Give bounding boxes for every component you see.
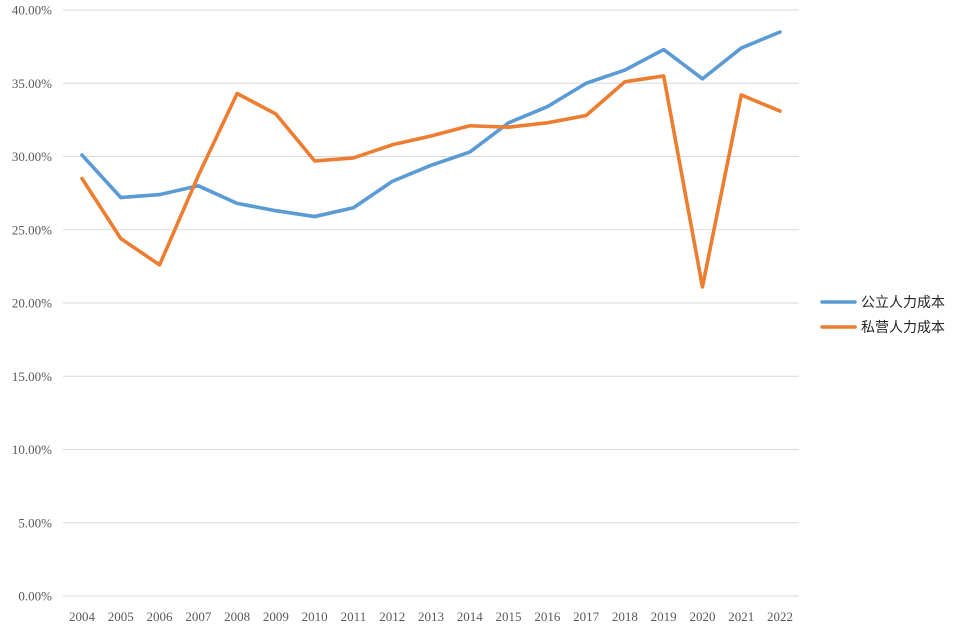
x-tick-label: 2018	[612, 609, 638, 624]
y-tick-label: 40.00%	[12, 3, 52, 18]
data-point-s1-2010	[313, 159, 317, 163]
data-point-s0-2005	[119, 196, 123, 200]
data-point-s1-2019	[662, 74, 666, 78]
data-point-s1-2004	[80, 176, 84, 180]
data-point-s0-2009	[274, 209, 278, 213]
x-tick-label: 2009	[263, 609, 289, 624]
data-point-s1-2008	[235, 92, 239, 96]
data-point-s0-2012	[390, 179, 394, 183]
data-point-s1-2016	[545, 121, 549, 125]
data-point-s1-2011	[351, 156, 355, 160]
plot-area	[80, 30, 782, 289]
data-point-s1-2005	[119, 237, 123, 241]
data-point-s1-2015	[507, 125, 511, 129]
x-tick-label: 2021	[728, 609, 754, 624]
x-tick-label: 2012	[379, 609, 405, 624]
y-tick-label: 30.00%	[12, 149, 52, 164]
data-point-s0-2014	[468, 150, 472, 154]
data-point-s1-2013	[429, 134, 433, 138]
y-tick-label: 10.00%	[12, 442, 52, 457]
y-tick-label: 15.00%	[12, 369, 52, 384]
data-point-s1-2007	[196, 174, 200, 178]
y-tick-label: 5.00%	[18, 515, 52, 530]
x-tick-label: 2007	[185, 609, 212, 624]
data-point-s0-2017	[584, 81, 588, 85]
data-point-s0-2004	[80, 153, 84, 157]
data-point-s1-2014	[468, 124, 472, 128]
data-point-s1-2012	[390, 143, 394, 147]
data-point-s0-2022	[778, 30, 782, 34]
data-point-s0-2016	[545, 105, 549, 109]
legend-label-1: 私营人力成本	[861, 320, 945, 336]
x-tick-label: 2022	[767, 609, 793, 624]
data-point-s0-2006	[158, 193, 162, 197]
grid	[63, 9, 799, 597]
data-point-s0-2015	[507, 121, 511, 125]
data-point-s1-2022	[778, 109, 782, 113]
x-tick-label: 2004	[69, 609, 96, 624]
data-point-s1-2009	[274, 112, 278, 116]
x-tick-label: 2006	[147, 609, 174, 624]
x-tick-label: 2008	[224, 609, 250, 624]
x-tick-label: 2015	[496, 609, 522, 624]
data-point-s0-2018	[623, 68, 627, 72]
data-point-s1-2018	[623, 80, 627, 84]
x-tick-label: 2017	[573, 609, 600, 624]
x-tick-label: 2014	[457, 609, 484, 624]
y-tick-label: 35.00%	[12, 76, 52, 91]
y-tick-label: 20.00%	[12, 296, 52, 311]
data-point-s0-2011	[351, 206, 355, 210]
data-point-s1-2021	[739, 93, 743, 97]
series-line-0	[80, 30, 782, 219]
series-line-1	[80, 74, 782, 289]
x-axis: 2004 2005 2006 2007 2008 2009 2010 2011 2012 2013…	[69, 609, 793, 624]
data-point-s0-2010	[313, 215, 317, 219]
legend-label-0: 公立人力成本	[861, 295, 945, 311]
y-axis: 0.00% 5.00% 10.00% 15.00% 20.00% 25.00% 30.00%…	[12, 3, 52, 604]
data-point-s1-2006	[158, 263, 162, 267]
x-tick-label: 2010	[302, 609, 328, 624]
x-tick-label: 2020	[689, 609, 715, 624]
x-tick-label: 2011	[341, 609, 367, 624]
x-tick-label: 2005	[108, 609, 134, 624]
x-tick-label: 2013	[418, 609, 444, 624]
data-point-s0-2008	[235, 201, 239, 205]
data-point-s0-2019	[662, 48, 666, 52]
x-tick-label: 2016	[534, 609, 561, 624]
y-tick-label: 0.00%	[18, 589, 52, 604]
y-tick-label: 25.00%	[12, 222, 52, 237]
data-point-s0-2020	[700, 77, 704, 81]
data-point-s1-2020	[700, 285, 704, 289]
data-point-s0-2007	[196, 184, 200, 188]
data-point-s1-2017	[584, 113, 588, 117]
data-point-s0-2013	[429, 163, 433, 167]
data-point-s0-2021	[739, 46, 743, 50]
x-tick-label: 2019	[651, 609, 677, 624]
